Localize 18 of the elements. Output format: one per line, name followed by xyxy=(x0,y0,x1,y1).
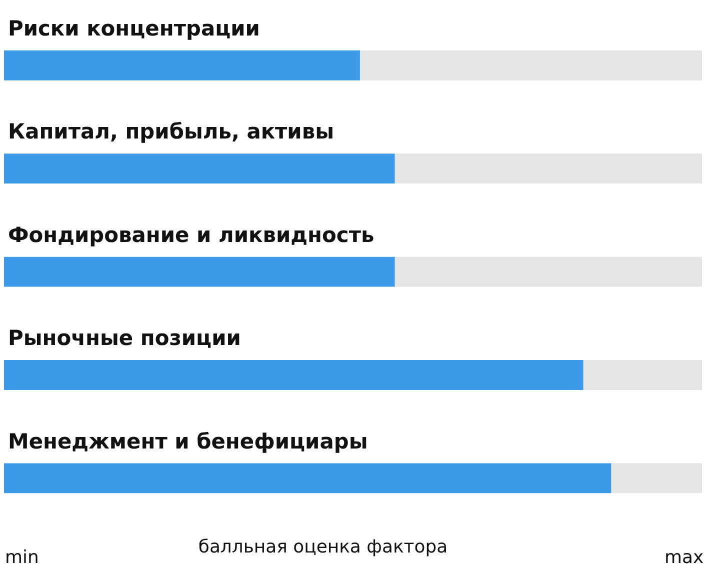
bar xyxy=(4,360,584,390)
bar xyxy=(583,360,702,390)
y-tick-label: Менеджмент и бенефициары xyxy=(8,429,368,454)
bar xyxy=(4,463,612,494)
bar xyxy=(394,154,702,184)
x-axis-title: балльная оценка фактора xyxy=(198,536,448,558)
bar xyxy=(611,463,702,494)
text: min xyxy=(5,547,39,568)
y-tick-label: Рыночные позиции xyxy=(8,326,241,350)
bar xyxy=(394,256,702,287)
bar xyxy=(4,50,360,80)
bar xyxy=(4,154,395,184)
text: max xyxy=(664,547,704,568)
bar xyxy=(360,50,702,80)
bar xyxy=(4,256,395,287)
y-tick-label: Риски концентрации xyxy=(8,16,260,40)
y-tick-label: Фондирование и ликвидность xyxy=(8,222,374,247)
y-tick-label: Капитал, прибыль, активы xyxy=(8,120,334,144)
